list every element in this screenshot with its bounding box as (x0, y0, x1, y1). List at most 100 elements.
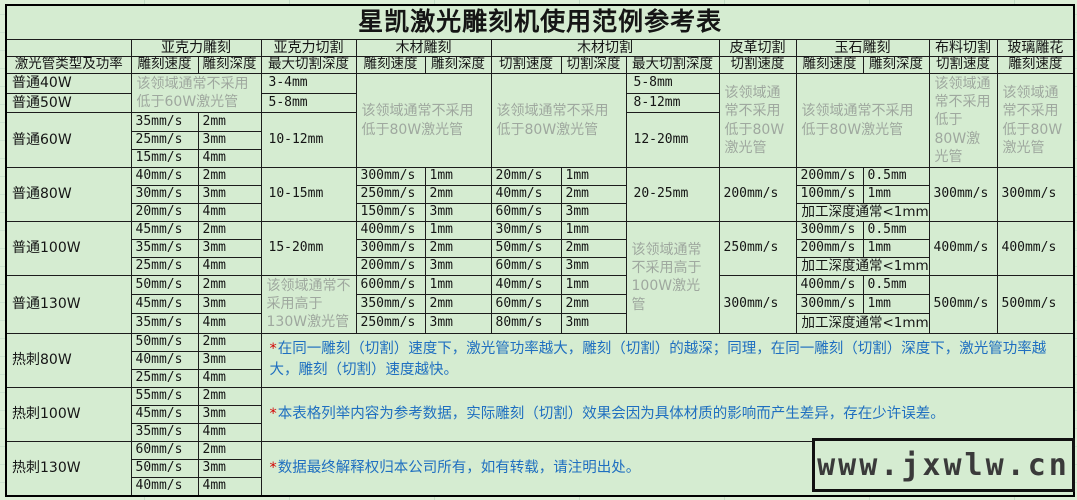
data-cell: 1mm (560, 167, 627, 187)
data-cell: 40mm/s (490, 275, 562, 296)
row-label: 热刺130W (5, 440, 132, 497)
data-cell: 300mm/s (355, 167, 426, 187)
group-header-wood-cut: 木材切割 (490, 38, 720, 58)
table-row: 15mm/s 4mm (6, 149, 1074, 169)
data-cell: 2mm (424, 239, 492, 259)
data-cell: 4mm (197, 203, 262, 223)
not-applicable-note: 该领域通常不采用高于100W激光管 (625, 221, 720, 334)
column-header: 切割速度 (490, 56, 562, 75)
data-cell: 1mm (862, 185, 930, 205)
data-cell: 8-12mm (625, 92, 720, 114)
jade-depth-note: 加工深度通常<1mm (795, 257, 930, 277)
data-cell: 3mm (197, 350, 262, 370)
data-cell: 350mm/s (355, 294, 426, 315)
footnote-asterisk: * (269, 459, 277, 476)
group-header-acrylic-engrave: 亚克力雕刻 (130, 38, 262, 58)
table-row: 普通100W 45mm/s 2mm 15-20mm 400mm/s 1mm 30… (5, 221, 1075, 334)
group-header-leather-cut: 皮革切割 (718, 38, 797, 58)
jade-depth-note: 加工深度通常<1mm (795, 313, 930, 334)
laser-reference-table: 星凯激光雕刻机使用范例参考表 亚克力雕刻 亚克力切割 木材雕刻 木材切割 皮革切… (5, 4, 1076, 497)
table-row: 25mm/s 4mm 200mm/s 3mm 60mm/s 3mm 加工深度通常… (6, 257, 1074, 277)
table-row: 普通40W 该领域通常不采用低于60W激光管 3-4mm 该领域通常不采用低于8… (5, 73, 1075, 169)
data-cell: 4mm (197, 149, 262, 169)
footnote-asterisk: * (269, 405, 277, 422)
data-cell: 35mm/s (130, 239, 199, 259)
footnote-1: *在同一雕刻（切割）速度下，激光管功率越大，雕刻（切割）的越深；同理，在同一雕刻… (260, 332, 1075, 388)
table-row: 50mm/s 3mm (6, 458, 1074, 478)
data-cell: 3mm (197, 185, 262, 205)
data-cell: 45mm/s (130, 221, 199, 241)
row-label: 普通60W (5, 112, 132, 169)
data-cell: 50mm/s (130, 458, 199, 478)
data-cell: 45mm/s (130, 404, 199, 424)
data-cell: 3mm (424, 203, 492, 223)
column-header: 切割速度 (718, 56, 797, 75)
data-cell: 500mm/s (928, 275, 998, 334)
data-cell: 250mm/s (718, 221, 797, 277)
data-cell: 2mm (197, 167, 262, 187)
data-cell: 100mm/s (795, 185, 864, 205)
data-cell: 3mm (197, 404, 262, 424)
group-header-jade-engrave: 玉石雕刻 (795, 38, 930, 58)
data-cell: 1mm (560, 275, 627, 296)
data-cell: 50mm/s (130, 275, 199, 296)
not-applicable-note: 该领域通常不采用低于60W激光管 (130, 73, 262, 114)
row-label: 热刺100W (5, 386, 132, 442)
data-cell: 40mm/s (490, 185, 562, 205)
footnote-text: 本表格列举内容为参考数据，实际雕刻（切割）效果会因为具体材质的影响而产生差异，存… (277, 405, 945, 422)
data-cell: 2mm (560, 239, 627, 259)
data-cell: 250mm/s (355, 185, 426, 205)
table-row: 普通130W 50mm/s 2mm 该领域通常不采用高于130W激光管 600m… (5, 275, 1075, 334)
data-cell: 50mm/s (130, 332, 199, 352)
data-cell: 400mm/s (355, 221, 426, 241)
column-header: 雕刻速度 (996, 56, 1075, 75)
data-cell: 50mm/s (490, 239, 562, 259)
not-applicable-note: 该领域通常不采用高于130W激光管 (260, 275, 357, 334)
footnote-text: 在同一雕刻（切割）速度下，激光管功率越大，雕刻（切割）的越深；同理，在同一雕刻（… (269, 341, 1047, 379)
column-header: 切割速度 (928, 56, 998, 75)
data-cell: 5-8mm (260, 92, 357, 114)
data-cell: 200mm/s (795, 167, 864, 187)
data-cell: 20-25mm (625, 167, 720, 223)
row-label: 普通130W (5, 275, 132, 334)
data-cell: 60mm/s (130, 440, 199, 460)
data-cell: 3mm (560, 203, 627, 223)
data-cell: 35mm/s (130, 313, 199, 334)
column-header: 切割深度 (560, 56, 627, 75)
data-cell: 10-15mm (260, 167, 357, 223)
data-cell: 35mm/s (130, 112, 199, 133)
data-cell: 30mm/s (130, 185, 199, 205)
table-row: 40mm/s 3mm (6, 350, 1074, 370)
table-row: 普通60W 35mm/s 2mm 10-12mm 12-20mm (5, 112, 1074, 169)
data-cell: 15-20mm (260, 221, 357, 277)
table-row: 激光管类型及功率 雕刻速度 雕刻深度 最大切割深度 雕刻速度 雕刻深度 切割速度… (5, 56, 1075, 75)
data-cell: 5-8mm (625, 73, 720, 94)
data-cell: 1mm (560, 221, 627, 241)
data-cell: 2mm (197, 386, 262, 406)
footnote-asterisk: * (269, 341, 277, 358)
data-cell: 55mm/s (130, 386, 199, 406)
table-row: 40mm/s 4mm (6, 476, 1074, 497)
data-cell: 3mm (424, 313, 492, 334)
data-cell: 10-12mm (260, 112, 357, 169)
table-row: 普通50W 5-8mm 8-12mm (5, 92, 1074, 114)
data-cell: 0.5mm (862, 221, 930, 241)
not-applicable-note: 该领域通常不采用低于80W激光管 (996, 73, 1075, 169)
data-cell: 300mm/s (795, 221, 864, 241)
data-cell: 1mm (862, 239, 930, 259)
data-cell: 80mm/s (490, 313, 562, 334)
data-cell: 20mm/s (130, 203, 199, 223)
data-cell: 3mm (560, 313, 627, 334)
data-cell: 60mm/s (490, 203, 562, 223)
data-cell: 3-4mm (260, 73, 357, 94)
column-header-tube-type: 激光管类型及功率 (5, 56, 132, 75)
table-row: 星凯激光雕刻机使用范例参考表 (5, 4, 1075, 40)
data-cell: 12-20mm (625, 112, 720, 169)
column-header: 雕刻深度 (862, 56, 930, 75)
data-cell: 1mm (424, 221, 492, 241)
column-header: 最大切割深度 (625, 56, 720, 75)
data-cell: 2mm (197, 275, 262, 296)
data-cell: 2mm (197, 332, 262, 352)
data-cell: 25mm/s (130, 131, 199, 151)
data-cell: 60mm/s (490, 294, 562, 315)
